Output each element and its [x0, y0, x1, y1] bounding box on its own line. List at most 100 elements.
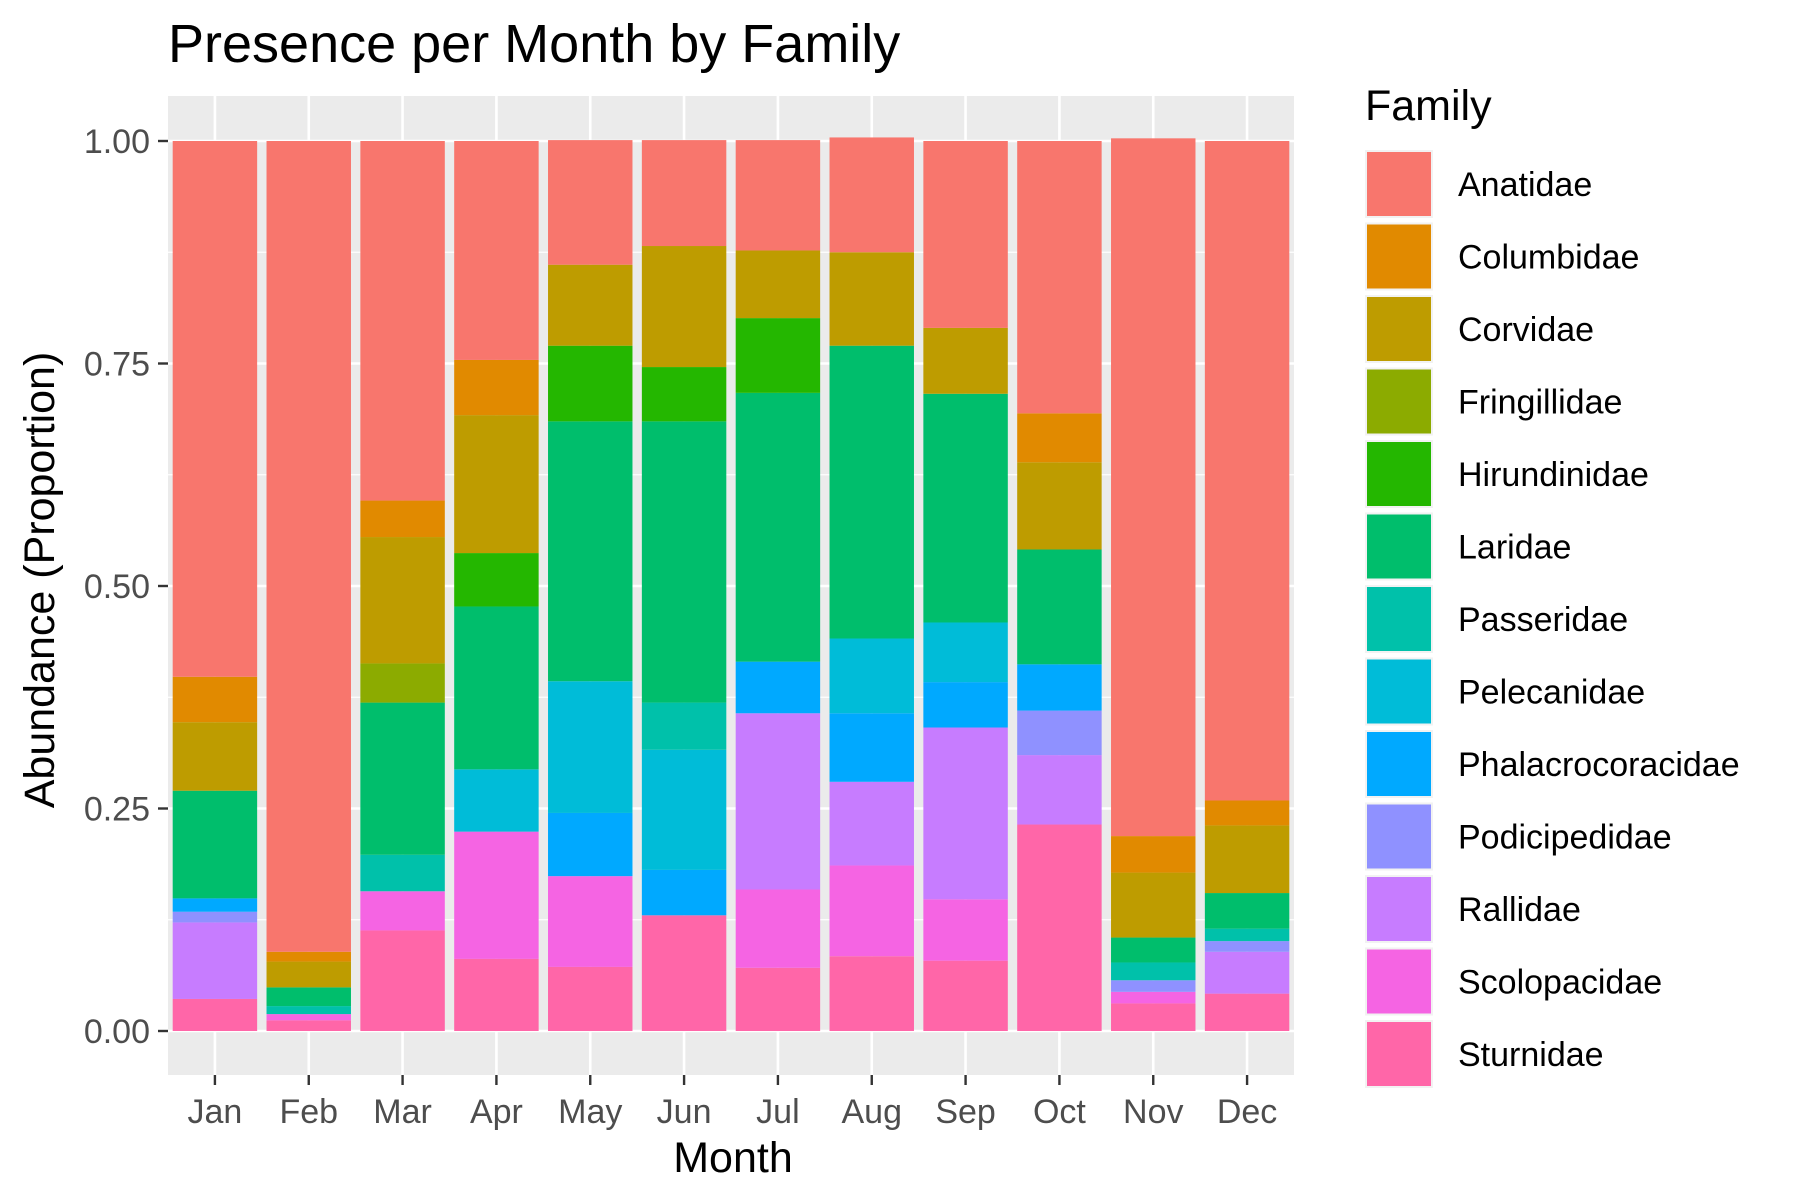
- y-tick-label: 0.00: [84, 1013, 150, 1051]
- bar-segment-mar-columbidae: [360, 500, 445, 538]
- bar-segment-may-scolopacidae: [548, 876, 633, 967]
- x-tick-label: Sep: [935, 1093, 996, 1131]
- x-tick-label: Nov: [1123, 1093, 1183, 1131]
- x-tick-label: Jan: [188, 1093, 243, 1131]
- bar-segment-jun-hirundinidae: [641, 367, 727, 422]
- legend-swatch-podicipedidae: [1367, 804, 1431, 869]
- legend-label-hirundinidae: Hirundinidae: [1458, 456, 1649, 494]
- bar-segment-mar-passeridae: [360, 854, 445, 892]
- bar-segment-jun-phalacrocoracidae: [641, 869, 727, 916]
- bar-segment-nov-corvidae: [1111, 872, 1196, 938]
- bar-segment-feb-sturnidae: [266, 1020, 351, 1031]
- bar-segment-feb-columbidae: [266, 951, 351, 962]
- bar-segment-may-corvidae: [548, 264, 633, 346]
- bar-segment-oct-laridae: [1017, 549, 1102, 665]
- x-tick-label: Jun: [657, 1093, 712, 1131]
- bar-segment-aug-rallidae: [829, 781, 914, 866]
- bar-segment-jan-sturnidae: [172, 998, 258, 1031]
- bar-segment-feb-anatidae: [266, 141, 351, 952]
- bar-segment-dec-columbidae: [1204, 800, 1290, 826]
- legend-title: Family: [1365, 82, 1492, 130]
- bar-segment-aug-anatidae: [829, 137, 914, 253]
- legend-swatch-rallidae: [1367, 877, 1431, 941]
- bar-segment-aug-pelecanidae: [829, 638, 914, 714]
- bar-segment-jun-pelecanidae: [641, 749, 727, 870]
- bar-segment-aug-laridae: [829, 345, 914, 639]
- bar-segment-jul-hirundinidae: [735, 318, 821, 393]
- legend-swatch-corvidae: [1367, 297, 1431, 361]
- x-tick-label: Feb: [279, 1093, 338, 1131]
- bar-segment-oct-anatidae: [1017, 141, 1102, 414]
- bar-segment-jan-laridae: [172, 790, 258, 899]
- x-tick-label: Oct: [1033, 1093, 1086, 1131]
- bar-segment-jun-corvidae: [641, 246, 727, 368]
- y-tick-label: 0.75: [84, 346, 150, 384]
- y-tick-label: 0.25: [84, 791, 150, 829]
- bar-segment-nov-sturnidae: [1111, 1003, 1196, 1031]
- x-tick-label: Dec: [1217, 1093, 1277, 1131]
- bar-segment-mar-scolopacidae: [360, 891, 445, 931]
- x-axis: Jan Feb Mar Apr May Jun Jul Aug Sep Oct Nov Dec: [188, 1075, 1277, 1131]
- legend-swatch-scolopacidae: [1367, 949, 1431, 1014]
- bar-segment-may-sturnidae: [548, 966, 633, 1031]
- bar-segment-may-laridae: [548, 421, 633, 682]
- bar-segment-aug-corvidae: [829, 252, 914, 346]
- legend-label-phalacrocoracidae: Phalacrocoracidae: [1458, 746, 1740, 784]
- bar-segment-mar-laridae: [360, 702, 445, 855]
- bar-segment-apr-pelecanidae: [454, 769, 539, 832]
- bar-segment-jul-scolopacidae: [735, 889, 821, 968]
- bar-segment-nov-podicipedidae: [1111, 980, 1196, 992]
- legend-label-columbidae: Columbidae: [1458, 239, 1639, 277]
- bar-segment-apr-sturnidae: [454, 958, 539, 1031]
- bar-segment-jul-anatidae: [735, 140, 821, 251]
- bar-segment-nov-laridae: [1111, 937, 1196, 963]
- y-tick-label: 1.00: [84, 123, 150, 161]
- bar-segment-mar-sturnidae: [360, 930, 445, 1031]
- legend-label-fringillidae: Fringillidae: [1458, 384, 1622, 422]
- legend-label-pelecanidae: Pelecanidae: [1458, 674, 1645, 712]
- legend-swatch-pelecanidae: [1367, 659, 1431, 724]
- legend-swatch-fringillidae: [1367, 369, 1431, 434]
- bar-segment-mar-fringillidae: [360, 663, 445, 703]
- legend-label-sturnidae: Sturnidae: [1458, 1036, 1604, 1074]
- bar-segment-may-anatidae: [548, 140, 633, 265]
- bar-segment-dec-corvidae: [1204, 825, 1290, 894]
- bar-segment-jul-laridae: [735, 392, 821, 662]
- bar-segment-sep-sturnidae: [923, 960, 1008, 1031]
- legend-swatch-hirundinidae: [1367, 442, 1431, 506]
- y-axis: 0.00 0.25 0.50 0.75 1.00: [84, 123, 168, 1051]
- bar-segment-jun-anatidae: [641, 140, 727, 247]
- bar-segment-apr-laridae: [454, 606, 539, 770]
- bar-segment-dec-anatidae: [1204, 141, 1290, 801]
- x-tick-label: Apr: [470, 1093, 523, 1131]
- bar-segment-nov-columbidae: [1111, 836, 1196, 873]
- legend-label-passeridae: Passeridae: [1458, 601, 1628, 639]
- bar-segment-dec-sturnidae: [1204, 993, 1290, 1031]
- bar-segment-jan-columbidae: [172, 676, 258, 723]
- legend-swatch-anatidae: [1367, 152, 1431, 216]
- bars-group: [172, 137, 1290, 1031]
- bar-segment-mar-corvidae: [360, 537, 445, 664]
- bar-segment-aug-phalacrocoracidae: [829, 713, 914, 782]
- y-axis-title: Abundance (Proportion): [16, 352, 64, 809]
- bar-segment-oct-sturnidae: [1017, 824, 1102, 1031]
- bar-segment-may-phalacrocoracidae: [548, 812, 633, 877]
- bar-segment-jun-passeridae: [641, 702, 727, 750]
- bar-segment-dec-laridae: [1204, 893, 1290, 929]
- bar-segment-jan-phalacrocoracidae: [172, 898, 258, 912]
- bar-segment-jul-sturnidae: [735, 967, 821, 1031]
- bar-segment-dec-rallidae: [1204, 951, 1290, 994]
- bar-segment-jan-podicipedidae: [172, 911, 258, 923]
- legend-label-podicipedidae: Podicipedidae: [1458, 819, 1672, 857]
- legend-label-corvidae: Corvidae: [1458, 311, 1594, 349]
- bar-segment-jun-laridae: [641, 421, 727, 703]
- bar-segment-aug-scolopacidae: [829, 865, 914, 957]
- bar-segment-oct-rallidae: [1017, 755, 1102, 825]
- legend-label-scolopacidae: Scolopacidae: [1458, 964, 1662, 1002]
- bar-segment-oct-phalacrocoracidae: [1017, 664, 1102, 711]
- bar-segment-jul-rallidae: [735, 713, 821, 890]
- bar-segment-nov-anatidae: [1111, 138, 1196, 837]
- bar-segment-feb-corvidae: [266, 961, 351, 988]
